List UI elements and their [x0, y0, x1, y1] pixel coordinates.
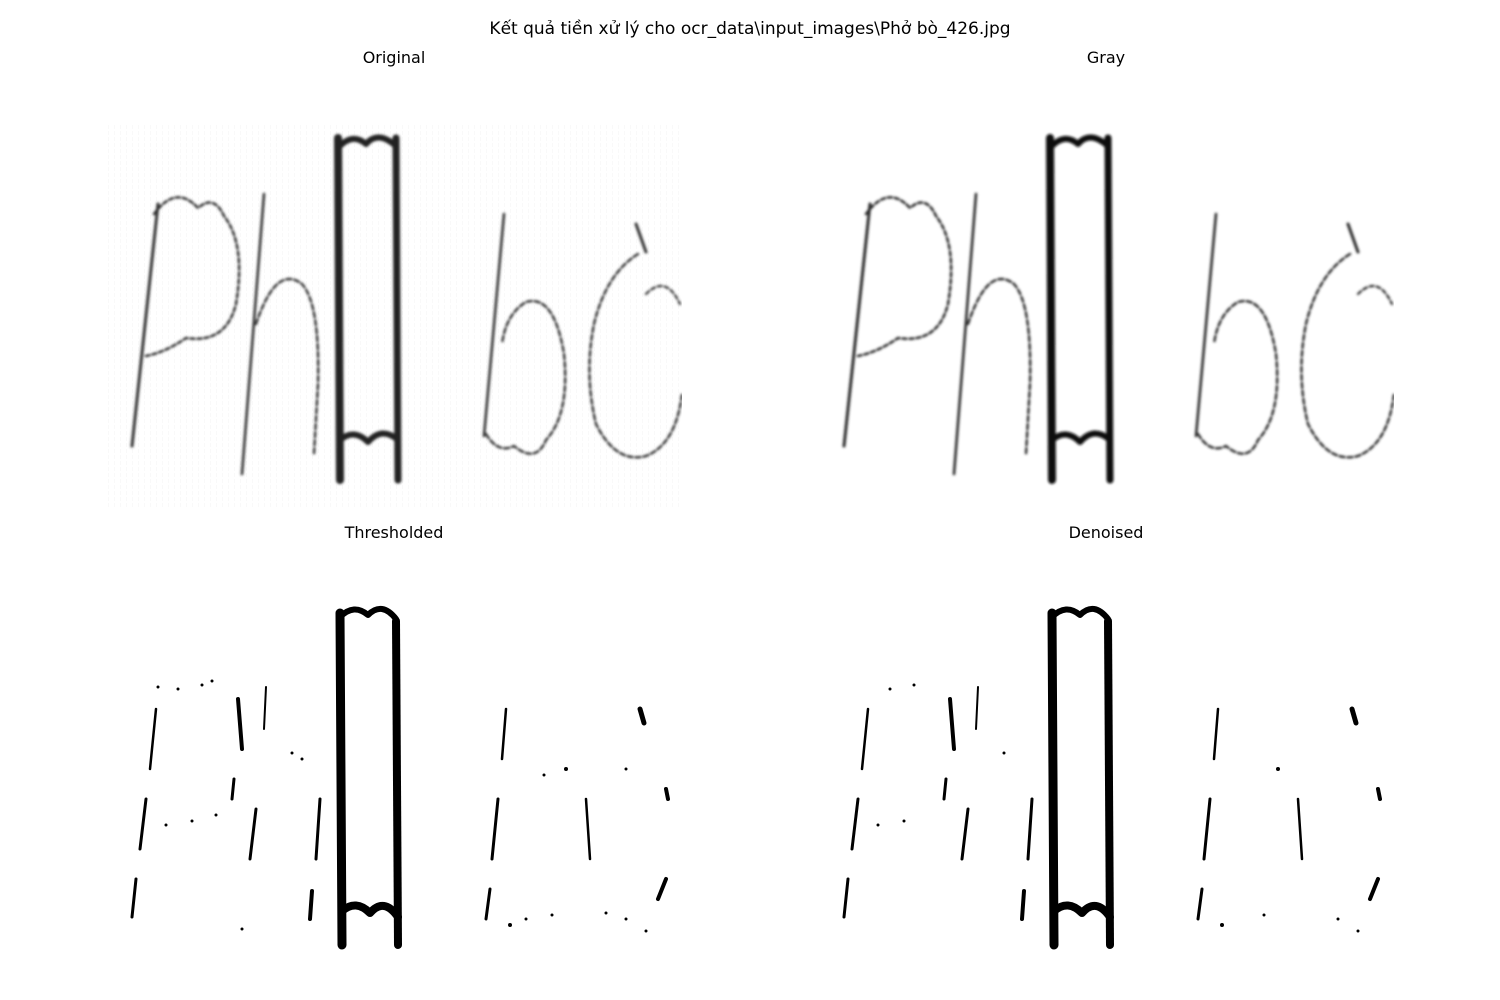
handwriting-image-gray	[818, 124, 1394, 508]
panel-title-thresholded: Thresholded	[344, 523, 444, 542]
panel-image-denoised	[818, 599, 1394, 983]
handwriting-image-original	[106, 124, 682, 508]
panel-title-gray: Gray	[1086, 48, 1126, 67]
panel-title-original: Original	[362, 48, 426, 67]
panel-title-denoised: Denoised	[1068, 523, 1144, 542]
panel-image-thresholded	[106, 599, 682, 983]
panel-image-original	[106, 124, 682, 508]
panel-image-gray	[818, 124, 1394, 508]
figure-suptitle: Kết quả tiền xử lý cho ocr_data\input_im…	[489, 19, 1011, 39]
handwriting-image-denoised	[818, 599, 1394, 983]
handwriting-image-thresholded	[106, 599, 682, 983]
